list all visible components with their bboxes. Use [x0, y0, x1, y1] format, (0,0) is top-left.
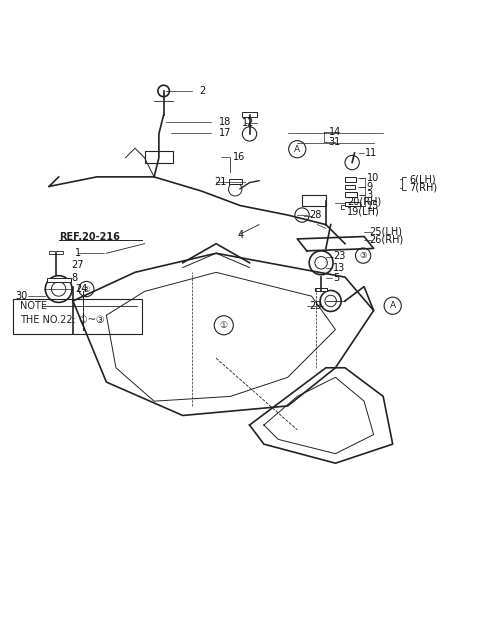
Bar: [144, 151, 173, 163]
Text: 15: 15: [366, 201, 379, 212]
Text: 31: 31: [329, 137, 341, 147]
Text: 30: 30: [16, 291, 28, 301]
Text: 20(RH): 20(RH): [348, 197, 382, 207]
Bar: [228, 179, 242, 184]
Bar: [242, 112, 257, 117]
Text: 3: 3: [366, 190, 372, 200]
Text: ③: ③: [360, 251, 367, 260]
Text: 9: 9: [366, 182, 372, 192]
Text: 23: 23: [333, 251, 346, 261]
Text: REF.20-216: REF.20-216: [59, 232, 120, 242]
Bar: [49, 251, 63, 254]
Text: NOTE: NOTE: [21, 301, 48, 310]
Text: 8: 8: [72, 273, 78, 283]
Bar: [345, 177, 357, 182]
Text: 29: 29: [309, 301, 322, 310]
Text: 10: 10: [366, 173, 379, 183]
Text: 24: 24: [75, 284, 88, 294]
Text: 18: 18: [218, 117, 231, 127]
Text: 1: 1: [75, 248, 82, 258]
Text: 4: 4: [237, 230, 243, 240]
Text: 17: 17: [218, 129, 231, 138]
Text: 12: 12: [242, 118, 255, 128]
Text: 27: 27: [72, 260, 84, 270]
Text: 11: 11: [365, 148, 377, 158]
Bar: [315, 288, 327, 291]
Bar: [345, 202, 360, 206]
Text: 28: 28: [309, 210, 322, 220]
Text: A: A: [294, 145, 300, 154]
Text: 7(RH): 7(RH): [409, 183, 438, 193]
Text: A: A: [390, 301, 396, 310]
Text: 5: 5: [333, 273, 339, 283]
Bar: [345, 184, 356, 189]
Text: 26(RH): 26(RH): [369, 235, 403, 245]
Bar: [47, 278, 71, 282]
Text: 2: 2: [199, 86, 206, 96]
Text: 14: 14: [329, 127, 341, 137]
Text: ①: ①: [220, 321, 228, 330]
Text: 6(LH): 6(LH): [409, 175, 436, 184]
Text: 16: 16: [233, 152, 245, 162]
Bar: [302, 195, 326, 206]
Text: 21: 21: [214, 176, 226, 187]
Bar: [345, 192, 358, 197]
Text: 19(LH): 19(LH): [348, 206, 380, 216]
Text: THE NO.22: ①~③: THE NO.22: ①~③: [21, 315, 105, 325]
Text: 13: 13: [333, 263, 345, 273]
Text: ②: ②: [83, 284, 90, 294]
Text: 25(LH): 25(LH): [369, 227, 402, 237]
